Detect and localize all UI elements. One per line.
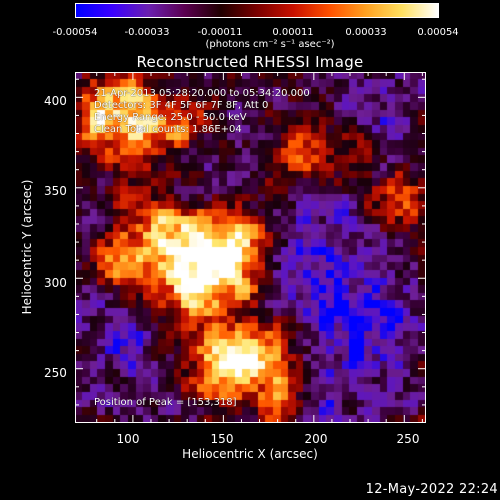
colorbar: [75, 3, 439, 18]
y-tick-label: 300: [44, 276, 67, 290]
rhessi-image-plot: [75, 72, 426, 423]
y-axis-label: Heliocentric Y (arcsec): [20, 179, 34, 315]
detectors-annotation: Detectors: 3F 4F 5F 6F 7F 8F, Att 0: [94, 100, 269, 111]
peak-position-annotation: Position of Peak = [153,318]: [94, 397, 237, 408]
colorbar-tick-label: -0.00033: [124, 27, 170, 38]
colorbar-tick-label: 0.00033: [345, 27, 387, 38]
colorbar-tick-label: -0.00054: [52, 27, 98, 38]
energy-range-annotation: Energy Range: 25.0 - 50.0 keV: [94, 112, 247, 123]
plot-frame: [75, 72, 426, 423]
clean-counts-annotation: Clean Total counts: 1.86E+04: [94, 124, 242, 135]
colorbar-units-label: (photons cm⁻² s⁻¹ asec⁻²): [205, 39, 335, 50]
x-tick-label: 200: [304, 432, 328, 446]
plot-title: Reconstructed RHESSI Image: [136, 53, 364, 71]
generation-timestamp: 12-May-2022 22:24: [365, 482, 498, 497]
x-tick-label: 150: [210, 432, 234, 446]
time-range-annotation: 21-Apr-2013 05:28:20.000 to 05:34:20.000: [94, 88, 310, 99]
colorbar-tick-label: -0.00011: [197, 27, 243, 38]
colorbar-tick-label: 0.00011: [272, 27, 314, 38]
x-tick-label: 250: [396, 432, 420, 446]
y-tick-label: 400: [44, 94, 67, 108]
y-tick-label: 250: [44, 366, 67, 380]
x-tick-label: 100: [116, 432, 140, 446]
rhessi-image-heatmap: [75, 72, 426, 423]
x-axis-label: Heliocentric X (arcsec): [182, 447, 318, 461]
colorbar-tick-label: 0.00054: [417, 27, 459, 38]
y-tick-label: 350: [44, 184, 67, 198]
